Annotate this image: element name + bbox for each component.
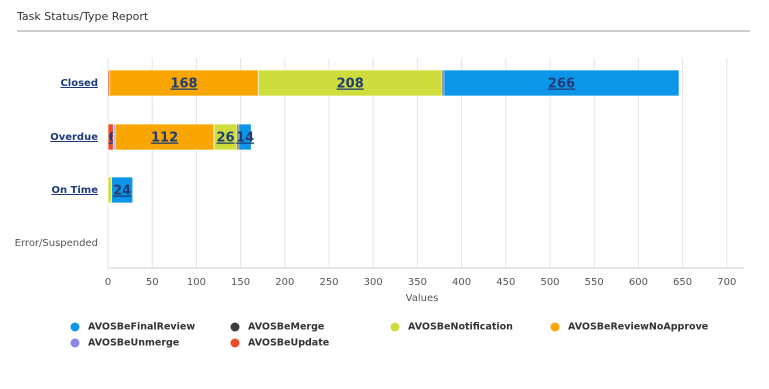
legend-label[interactable]: AVOSBeMerge <box>248 322 324 333</box>
bar-segment[interactable] <box>238 123 252 151</box>
y-tick-label[interactable]: Closed <box>60 78 98 89</box>
x-tick-label: 100 <box>187 277 206 288</box>
x-tick-label: 650 <box>673 277 692 288</box>
x-tick-label: 150 <box>231 277 250 288</box>
x-tick-label: 600 <box>629 277 648 288</box>
data-label: 168 <box>170 77 197 92</box>
legend-marker[interactable] <box>70 338 80 348</box>
x-tick-label: 400 <box>452 277 471 288</box>
legend-label[interactable]: AVOSBeUpdate <box>248 338 329 349</box>
x-tick-label: 250 <box>319 277 338 288</box>
legend-marker[interactable] <box>550 322 560 332</box>
chart-title: Task Status/Type Report <box>16 10 149 23</box>
x-tick-label: 550 <box>585 277 604 288</box>
bar-segment[interactable] <box>111 176 134 204</box>
legend-label[interactable]: AVOSBeReviewNoApprove <box>568 322 708 333</box>
legend-marker[interactable] <box>230 322 240 332</box>
y-tick-label: Error/Suspended <box>15 238 98 249</box>
x-tick-label: 350 <box>408 277 427 288</box>
data-label: 24 <box>113 184 131 199</box>
y-tick-label[interactable]: On Time <box>51 185 98 196</box>
legend-label[interactable]: AVOSBeNotification <box>408 322 513 333</box>
bar-segment[interactable] <box>257 69 443 97</box>
x-tick-label: 500 <box>540 277 559 288</box>
x-tick-label: 200 <box>275 277 294 288</box>
legend-label[interactable]: AVOSBeFinalReview <box>88 322 195 333</box>
x-axis-title: Values <box>406 293 439 304</box>
x-tick-label: 450 <box>496 277 515 288</box>
legend-marker[interactable] <box>230 338 240 348</box>
bar-segment[interactable] <box>107 176 112 204</box>
legend-marker[interactable] <box>70 322 80 332</box>
x-tick-label: 50 <box>146 277 159 288</box>
x-tick-label: 700 <box>717 277 736 288</box>
legend-marker[interactable] <box>390 322 400 332</box>
data-label: 112 <box>151 131 178 146</box>
data-label: 26 <box>217 131 235 146</box>
data-label: 14 <box>236 131 254 146</box>
data-label: 266 <box>548 77 575 92</box>
x-tick-label: 0 <box>105 277 111 288</box>
bar-segment[interactable] <box>109 69 259 97</box>
bar-segment[interactable] <box>443 69 680 97</box>
y-tick-label[interactable]: Overdue <box>50 132 98 143</box>
legend-label[interactable]: AVOSBeUnmerge <box>88 338 179 349</box>
data-label: 208 <box>337 77 364 92</box>
x-tick-label: 300 <box>364 277 383 288</box>
